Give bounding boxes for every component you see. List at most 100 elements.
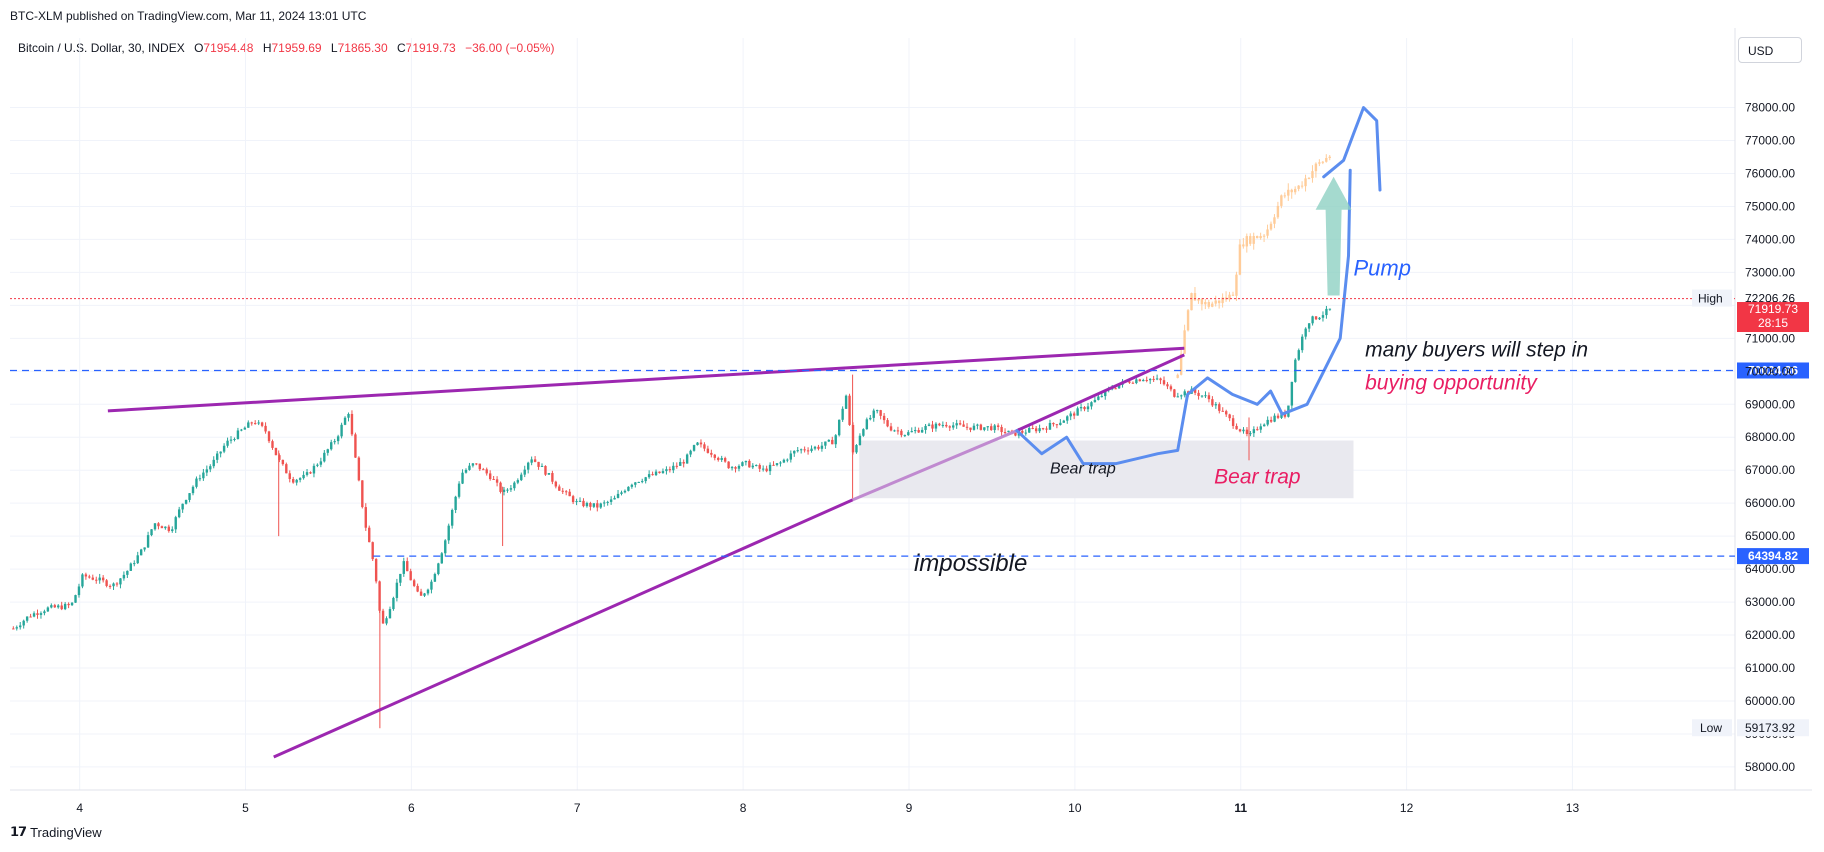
low-tag-label: Low [1700, 721, 1722, 735]
candle-body [509, 488, 513, 490]
projection-body [1179, 353, 1183, 375]
candle-body [1321, 315, 1325, 318]
candle-body [46, 607, 50, 612]
low-value: 71865.30 [337, 41, 388, 55]
projection-body [1318, 162, 1321, 164]
impossible-annotation: impossible [914, 550, 1027, 577]
price-tick-label: 74000.00 [1745, 232, 1795, 246]
candle-body [143, 547, 146, 550]
price-level-label: 64394.82 [1748, 549, 1798, 563]
candle-body [1079, 407, 1083, 409]
candle-body [1242, 429, 1245, 432]
candle-body [29, 616, 32, 618]
candle-body [385, 618, 388, 624]
candle-body [948, 426, 951, 428]
candle-body [1104, 390, 1107, 397]
candle-body [1003, 432, 1007, 434]
candle-body [1283, 413, 1287, 417]
projection-body [1200, 299, 1204, 305]
projection-body [1273, 217, 1276, 224]
candle-body [53, 605, 56, 608]
candle-body [381, 610, 385, 624]
date-tick-label: 8 [740, 801, 747, 815]
candle-body [1169, 386, 1173, 390]
price-tick-label: 60000.00 [1745, 694, 1795, 708]
candle-body [412, 580, 416, 586]
candle-body [1045, 428, 1048, 430]
candle-body [1066, 416, 1069, 421]
candle-body [105, 580, 108, 586]
projection-body [1314, 163, 1318, 172]
currency-selector[interactable]: USD [1738, 37, 1802, 63]
date-tick-label: 10 [1068, 801, 1082, 815]
candle-body [789, 453, 793, 460]
candle-body [779, 462, 782, 464]
annotations: Pump many buyers will step in buying oppor… [914, 256, 1588, 577]
candle-body [50, 605, 53, 608]
drawings [107, 106, 1382, 759]
candle-body [533, 459, 537, 462]
horizontal-lines: 70024.86 64394.82 [10, 298, 1809, 565]
candle-body [575, 501, 578, 503]
candle-body [19, 625, 22, 628]
symbol-name: Bitcoin / U.S. Dollar, 30, INDEX [18, 41, 185, 55]
pump-annotation: Pump [1354, 256, 1411, 281]
close-label: C [397, 41, 406, 55]
projection-body [1193, 293, 1197, 301]
projection-body [1290, 189, 1293, 193]
candle-body [976, 424, 979, 426]
candle-body [927, 424, 931, 426]
candle-body [744, 460, 748, 463]
candle-body [205, 469, 209, 473]
candle-body [748, 460, 751, 468]
candle-body [1228, 414, 1231, 419]
candle-body [613, 497, 616, 500]
candle-body [699, 442, 703, 445]
candle-body [882, 415, 886, 421]
price-tick-label: 67000.00 [1745, 463, 1795, 477]
candle-body [174, 517, 177, 530]
candle-body [229, 439, 233, 441]
candle-body [1249, 433, 1252, 435]
price-tick-label: 62000.00 [1745, 628, 1795, 642]
candle-body [516, 480, 520, 483]
projection-body [1204, 302, 1207, 305]
candle-body [57, 605, 60, 608]
candle-body [703, 444, 706, 449]
candle-body [1245, 429, 1249, 435]
candle-body [875, 410, 879, 412]
candle-body [679, 461, 682, 466]
projection-body [1311, 171, 1314, 179]
candle-body [540, 465, 544, 467]
candle-body [330, 442, 333, 450]
candle-body [1183, 391, 1186, 396]
candle-body [1301, 336, 1304, 351]
candle-body [146, 535, 150, 548]
candle-body [969, 427, 972, 430]
candle-body [1252, 429, 1256, 434]
candle-body [63, 603, 67, 610]
projection-body [1266, 229, 1269, 236]
candle-body [530, 459, 533, 463]
candle-body [606, 501, 609, 503]
candle-body [222, 445, 226, 452]
candle-body [879, 410, 882, 416]
candle-body [461, 472, 464, 484]
candle-body [713, 454, 716, 458]
tradingview-footer[interactable]: 𝟭𝟳 TradingView [10, 824, 102, 840]
candle-body [658, 471, 661, 474]
candle-body [945, 424, 948, 427]
candle-body [336, 436, 340, 442]
candle-body [202, 472, 205, 479]
candle-body [654, 471, 658, 476]
candle-body [585, 503, 589, 507]
candle-body [571, 496, 575, 503]
candle-body [160, 526, 164, 529]
candle-body [437, 563, 440, 575]
candle-body [267, 431, 271, 442]
candle-body [672, 465, 675, 471]
many-buyers-annotation: many buyers will step in [1365, 338, 1588, 361]
candle-body [15, 627, 18, 629]
candle-body [1100, 396, 1104, 398]
